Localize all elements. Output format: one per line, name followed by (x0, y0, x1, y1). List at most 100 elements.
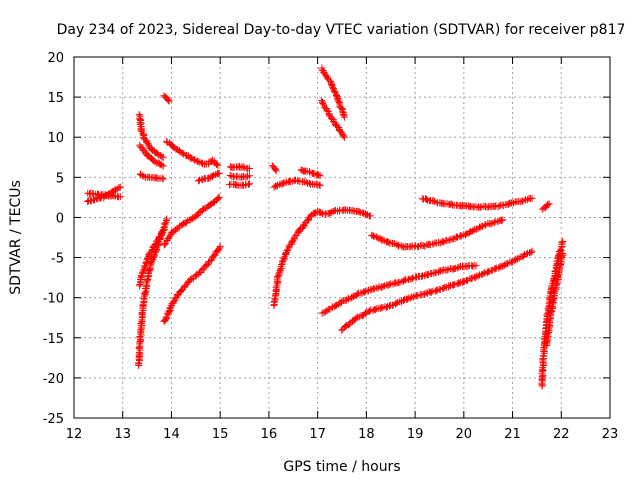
data-point (216, 242, 224, 250)
data-point (328, 81, 336, 89)
data-point (213, 160, 221, 168)
data-point (338, 105, 346, 113)
data-point (484, 203, 492, 211)
data-point (408, 275, 416, 283)
data-point (445, 237, 453, 245)
data-point (476, 204, 484, 212)
data-point (467, 275, 475, 283)
x-tick-label: 23 (602, 427, 619, 442)
data-point (239, 163, 247, 171)
data-point (355, 313, 363, 321)
data-point (339, 132, 347, 140)
data-point (559, 238, 567, 246)
data-point (373, 234, 381, 242)
data-point (374, 284, 382, 292)
data-point (338, 129, 346, 137)
series-seg-21 (318, 64, 348, 121)
series-seg-26 (418, 194, 536, 212)
data-point (215, 193, 223, 201)
data-point (148, 246, 156, 254)
data-point (166, 232, 174, 240)
data-point (116, 193, 124, 201)
data-point (101, 191, 109, 199)
series-seg-09 (163, 137, 222, 169)
data-point (154, 150, 162, 158)
data-point (316, 181, 324, 189)
x-tick-label: 17 (309, 427, 326, 442)
data-point (163, 215, 171, 223)
data-point (369, 232, 377, 240)
data-point (294, 177, 302, 185)
data-point (213, 195, 221, 203)
data-point (392, 299, 400, 307)
data-point (558, 239, 566, 247)
data-markers (84, 64, 567, 390)
data-point (515, 254, 523, 262)
x-tick-label: 20 (456, 427, 473, 442)
data-point (340, 133, 348, 141)
series-seg-11 (160, 242, 224, 325)
data-point (316, 172, 324, 180)
data-point (140, 172, 148, 180)
x-tick-label: 19 (407, 427, 424, 442)
data-point (499, 216, 507, 224)
series-seg-04 (136, 141, 167, 170)
data-point (315, 171, 323, 179)
data-point (510, 199, 518, 207)
data-point (429, 240, 437, 248)
data-point (209, 172, 217, 180)
data-point (116, 183, 124, 191)
data-point (474, 272, 482, 280)
data-point (360, 288, 368, 296)
x-tick-label: 15 (212, 427, 229, 442)
x-tick-label: 14 (163, 427, 180, 442)
data-point (557, 255, 565, 263)
data-point (165, 97, 173, 105)
data-point (490, 219, 498, 227)
series-seg-16 (268, 162, 280, 175)
data-point (272, 284, 280, 292)
series-seg-08 (160, 92, 173, 105)
data-point (492, 265, 500, 273)
data-point (417, 273, 425, 281)
series-seg-13 (227, 162, 253, 173)
series-seg-22 (318, 97, 348, 141)
data-point (385, 281, 393, 289)
y-tick-label: 15 (47, 91, 64, 106)
data-point (545, 325, 553, 333)
series-seg-07 (136, 225, 168, 290)
data-point (158, 174, 166, 182)
data-point (326, 209, 334, 217)
data-point (456, 233, 464, 241)
data-point (272, 165, 280, 173)
plot-frame (73, 56, 611, 419)
data-point (355, 208, 363, 216)
data-point (194, 157, 202, 165)
data-point (508, 198, 516, 206)
data-point (167, 303, 175, 311)
data-point (138, 172, 146, 180)
data-point (338, 297, 346, 305)
data-point (422, 195, 430, 203)
data-point (559, 250, 567, 258)
data-point (443, 266, 451, 274)
data-point (170, 298, 178, 306)
data-point (554, 271, 562, 279)
data-point (379, 236, 387, 244)
data-point (427, 288, 435, 296)
data-point (151, 158, 159, 166)
y-tick-label: -25 (43, 412, 64, 427)
data-point (145, 141, 153, 149)
data-point (245, 180, 253, 188)
data-point (472, 262, 480, 270)
y-axis-label: SDTVAR / TECUs (8, 180, 24, 295)
data-point (439, 237, 447, 245)
data-point (544, 200, 552, 208)
x-tick-label: 22 (553, 427, 570, 442)
data-point (138, 144, 146, 152)
data-point (200, 205, 208, 213)
data-point (139, 267, 147, 275)
data-point (480, 270, 488, 278)
data-point (275, 270, 283, 278)
